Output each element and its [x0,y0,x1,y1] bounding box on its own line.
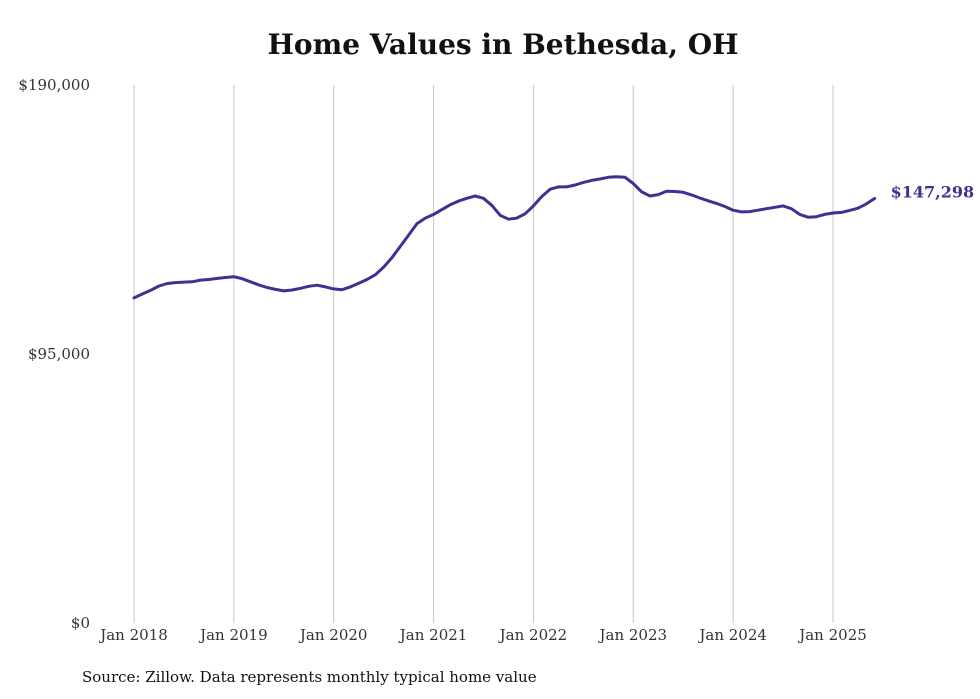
x-tick-label: Jan 2021 [398,626,468,644]
x-tick-label: Jan 2025 [797,626,867,644]
x-tick-label: Jan 2022 [498,626,568,644]
end-value-label: $147,298 [891,183,975,202]
x-tick-label: Jan 2018 [98,626,168,644]
y-tick-label: $190,000 [18,76,90,94]
y-tick-label: $0 [71,614,90,632]
series-line [132,175,877,300]
x-tick-label: Jan 2023 [598,626,668,644]
x-tick-label: Jan 2019 [198,626,268,644]
x-tick-label: Jan 2020 [298,626,368,644]
x-tick-label: Jan 2024 [697,626,767,644]
y-tick-label: $95,000 [28,345,90,363]
chart-title: Home Values in Bethesda, OH [267,28,739,61]
source-note: Source: Zillow. Data represents monthly … [82,668,537,686]
